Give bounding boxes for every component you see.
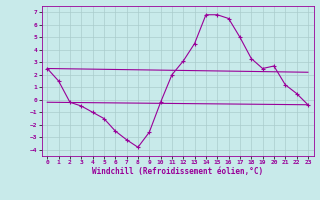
X-axis label: Windchill (Refroidissement éolien,°C): Windchill (Refroidissement éolien,°C) (92, 167, 263, 176)
